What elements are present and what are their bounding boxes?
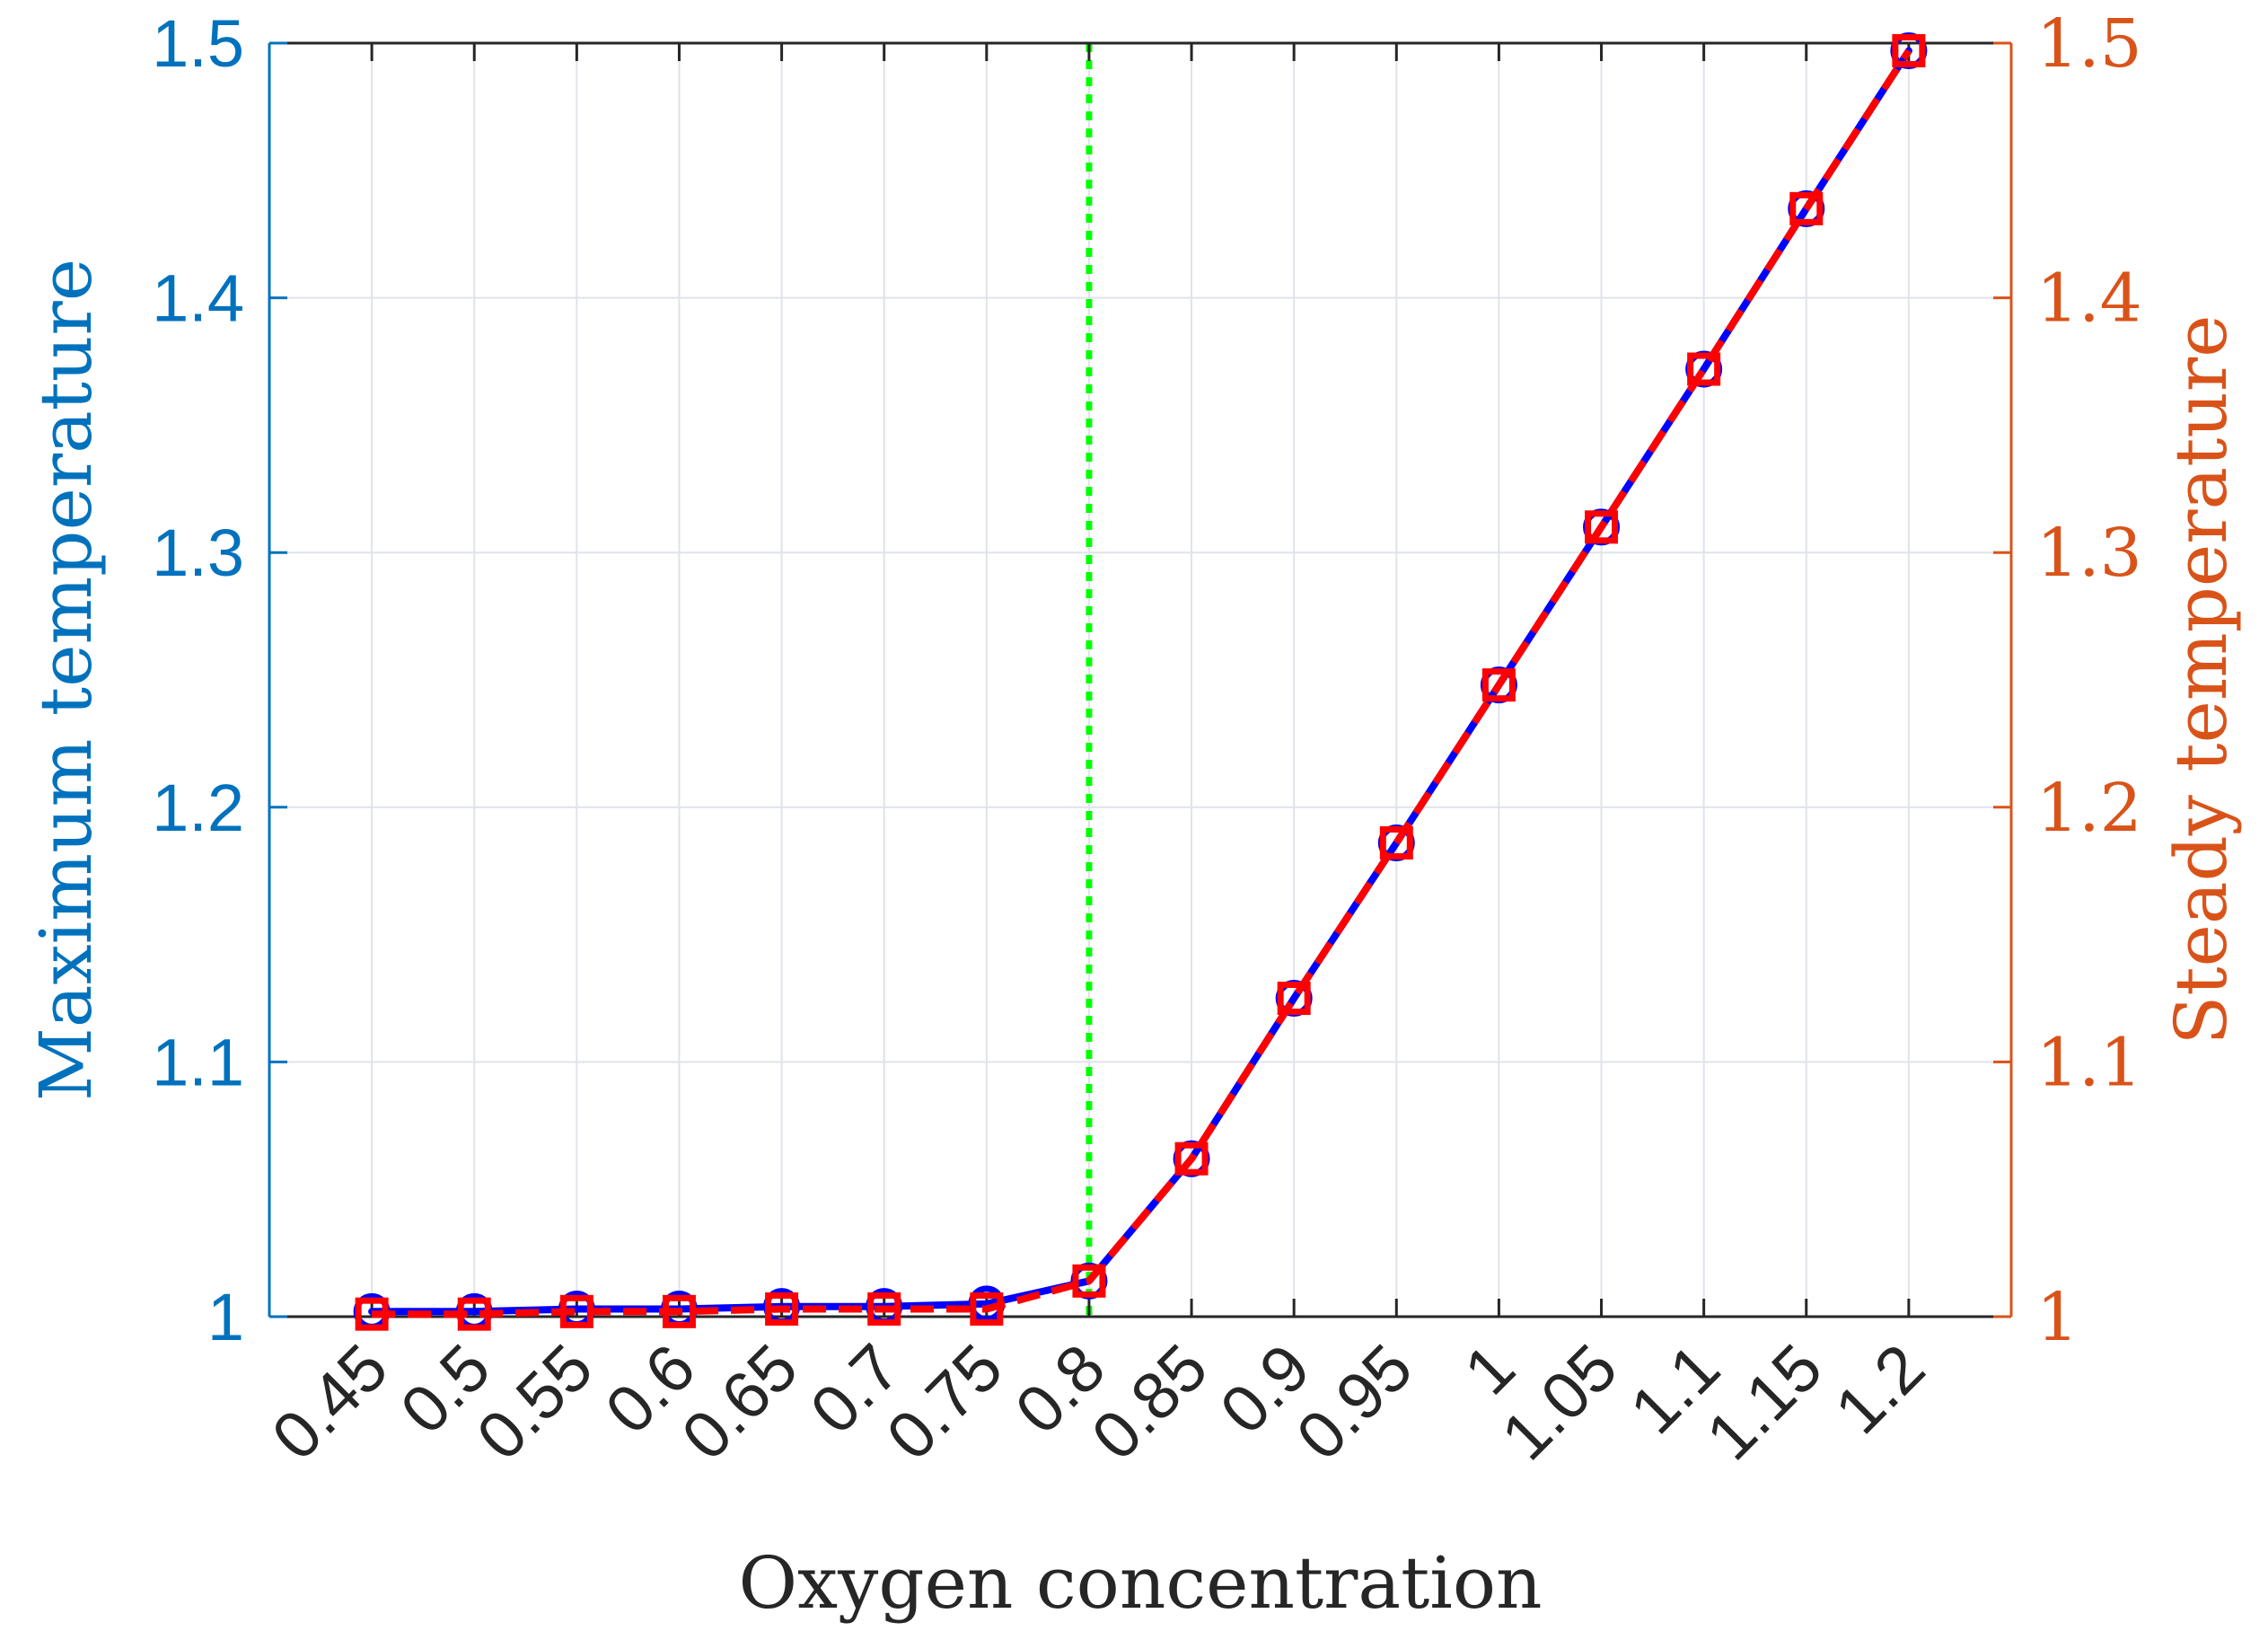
series-1-line [372, 48, 1912, 1318]
left-y-axis-label: Maximum temperature [24, 259, 108, 1101]
left-y-tick-label-3: 1.3 [152, 516, 244, 590]
series-1-point-1 [457, 1297, 491, 1331]
series-1-point-15 [1892, 34, 1926, 68]
right-y-tick-label-0: 1 [2036, 1279, 2079, 1356]
series [353, 32, 1928, 1331]
right-y-tick-label-3: 1.3 [2036, 515, 2142, 592]
right-y-tick-label-5: 1.5 [2036, 5, 2142, 83]
left-y-tick-label-2: 1.2 [152, 771, 244, 845]
series-1-point-9 [1277, 982, 1311, 1015]
left-y-tick-label-0: 1 [207, 1280, 244, 1354]
series-1-point-10 [1379, 826, 1413, 860]
right-y-axis-label: Steady temperature [2159, 315, 2243, 1045]
right-y-tick-label-1: 1.1 [2036, 1024, 2142, 1101]
series-1-point-13 [1687, 352, 1721, 386]
series-1-point-3 [662, 1294, 696, 1328]
right-y-tick-label-2: 1.2 [2036, 770, 2142, 847]
series-1-point-4 [765, 1292, 799, 1326]
series-1-point-12 [1585, 510, 1619, 544]
series-1-point-0 [355, 1297, 389, 1331]
x-axis-label: Oxygen concentration [738, 1541, 1542, 1625]
left-y-tick-label-5: 1.5 [152, 6, 244, 81]
series-1-point-5 [867, 1292, 901, 1326]
series-1-point-6 [970, 1292, 1004, 1326]
series-1-point-8 [1174, 1142, 1209, 1176]
series-1-point-11 [1481, 668, 1516, 702]
series-1-point-2 [559, 1294, 593, 1328]
right-y-tick-label-4: 1.4 [2036, 260, 2142, 338]
axes [268, 41, 2013, 1318]
series-1-point-7 [1072, 1264, 1106, 1298]
series-1-point-14 [1789, 191, 1824, 225]
left-y-tick-label-1: 1.1 [152, 1025, 244, 1099]
plot-area [269, 43, 2011, 1317]
left-y-tick-label-4: 1.4 [152, 261, 244, 336]
